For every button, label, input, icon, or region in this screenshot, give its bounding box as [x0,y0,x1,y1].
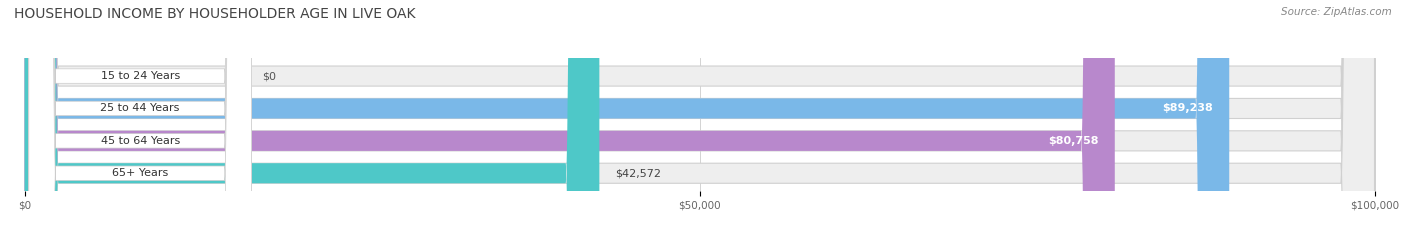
Text: Source: ZipAtlas.com: Source: ZipAtlas.com [1281,7,1392,17]
FancyBboxPatch shape [28,0,252,233]
FancyBboxPatch shape [25,0,599,233]
FancyBboxPatch shape [25,0,1115,233]
FancyBboxPatch shape [28,0,252,233]
FancyBboxPatch shape [28,0,252,233]
FancyBboxPatch shape [28,0,252,233]
FancyBboxPatch shape [25,0,1375,233]
Text: HOUSEHOLD INCOME BY HOUSEHOLDER AGE IN LIVE OAK: HOUSEHOLD INCOME BY HOUSEHOLDER AGE IN L… [14,7,416,21]
Text: $80,758: $80,758 [1047,136,1098,146]
Text: $0: $0 [263,71,277,81]
FancyBboxPatch shape [25,0,1375,233]
Text: $42,572: $42,572 [616,168,662,178]
FancyBboxPatch shape [25,0,1229,233]
Text: 45 to 64 Years: 45 to 64 Years [100,136,180,146]
Text: 25 to 44 Years: 25 to 44 Years [100,103,180,113]
FancyBboxPatch shape [25,0,1375,233]
Text: $89,238: $89,238 [1163,103,1213,113]
FancyBboxPatch shape [25,0,1375,233]
Text: 15 to 24 Years: 15 to 24 Years [100,71,180,81]
Text: 65+ Years: 65+ Years [112,168,169,178]
